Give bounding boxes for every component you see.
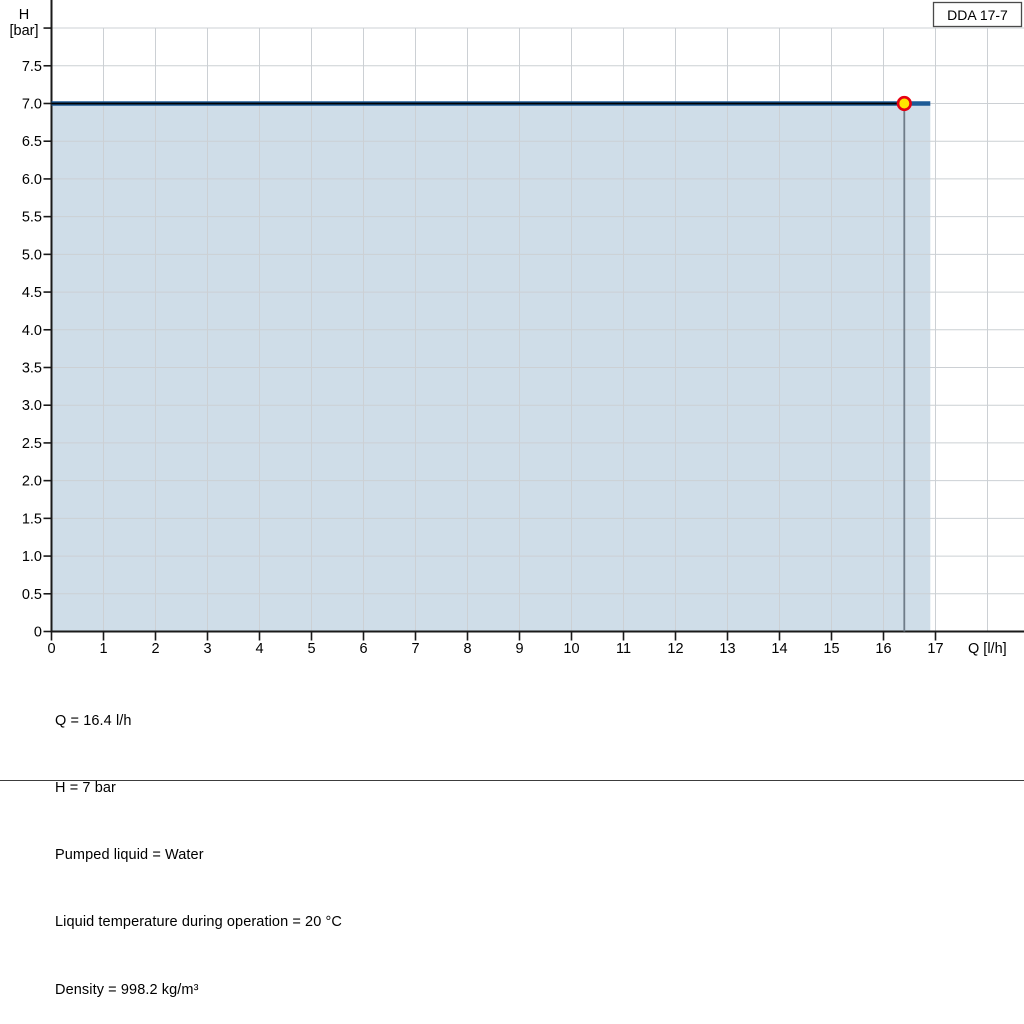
info-line-density: Density = 998.2 kg/m³ (55, 981, 199, 998)
x-tick-label: 6 (359, 641, 367, 657)
y-tick-label: 1.5 (22, 511, 42, 527)
y-tick-label: 7.0 (22, 96, 42, 112)
y-tick-label: 4.0 (22, 323, 42, 339)
y-tick-label: 3.0 (22, 398, 42, 414)
y-tick-label: 6.5 (22, 134, 42, 150)
y-tick-label: 0 (34, 625, 42, 641)
pump-performance-chart: 0 0.5 1.0 1.5 2.0 2.5 3.0 3.5 4.0 4.5 5.0 5.5 6.0 6.5… (9, 0, 1024, 657)
duty-point-marker[interactable] (896, 95, 912, 112)
x-tick-label: 13 (719, 641, 735, 657)
legend-label: DDA 17-7 (947, 7, 1008, 23)
x-tick-label: 14 (771, 641, 787, 657)
x-tick-label: 10 (563, 641, 579, 657)
y-axis-unit: [bar] (9, 23, 38, 39)
x-tick-label: 1 (99, 641, 107, 657)
y-tick-label: 1.0 (22, 549, 42, 565)
duty-info-block: Q = 16.4 l/h H = 7 bar Pumped liquid = W… (55, 665, 342, 1024)
x-tick-label: 7 (411, 641, 419, 657)
x-tick-label: 9 (515, 641, 523, 657)
y-tick-label: 0.5 (22, 587, 42, 603)
y-axis-title: H (19, 7, 29, 23)
x-tick-label: 8 (463, 641, 471, 657)
y-tick-label: 6.0 (22, 172, 42, 188)
chart-canvas: 0 0.5 1.0 1.5 2.0 2.5 3.0 3.5 4.0 4.5 5.0 5.5 6.0 6.5… (9, 0, 1024, 657)
y-tick-label: 2.0 (22, 474, 42, 490)
y-tick-label: 5.5 (22, 210, 42, 226)
y-tick-label: 5.0 (22, 247, 42, 263)
x-tick-label: 15 (823, 641, 839, 657)
x-tick-label: 2 (151, 641, 159, 657)
info-line-temperature: Liquid temperature during operation = 20… (55, 914, 342, 931)
y-tick-label: 3.5 (22, 360, 42, 376)
x-tick-label: 0 (47, 641, 55, 657)
x-tick-label: 17 (927, 641, 943, 657)
x-tick-label: 4 (255, 641, 263, 657)
x-tick-label: 11 (616, 641, 631, 657)
legend-box (932, 1, 1023, 28)
info-line-flow: Q = 16.4 l/h (55, 712, 132, 729)
x-axis-title: Q [l/h] (968, 641, 1007, 657)
x-tick-label: 3 (203, 641, 211, 657)
y-tick-label: 7.5 (22, 59, 42, 75)
x-tick-label: 5 (307, 641, 315, 657)
x-tick-label: 12 (667, 641, 683, 657)
x-tick-label: 16 (875, 641, 891, 657)
y-tick-label: 2.5 (22, 436, 42, 452)
info-line-liquid: Pumped liquid = Water (55, 847, 204, 864)
y-tick-label: 4.5 (22, 285, 42, 301)
